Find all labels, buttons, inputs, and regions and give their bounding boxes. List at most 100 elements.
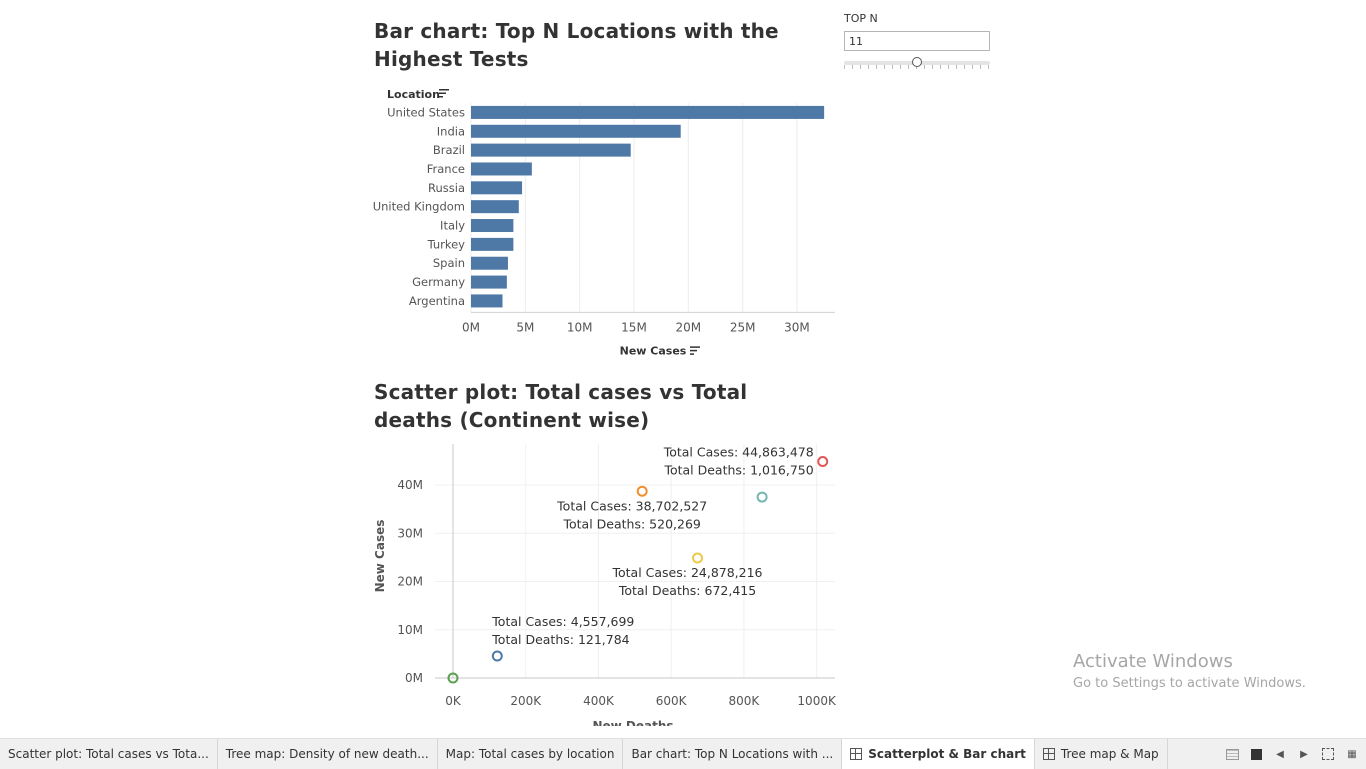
scatter-plot-title: Scatter plot: Total cases vs Total death… [374, 380, 748, 432]
tab-label: Tree map: Density of new death... [225, 747, 429, 761]
tab-scatter-plot[interactable]: Scatter plot: Total cases vs Tota... [0, 739, 218, 769]
scatter-point-label: Total Deaths: 121,784 [491, 632, 629, 647]
bar-x-tick-label: 0M [462, 320, 480, 334]
scatter-y-tick-label: 20M [397, 575, 423, 589]
scatter-x-tick-label: 1000K [797, 694, 837, 708]
scatter-plot: 0M 10M 20M 30M 40M 0K 200K 400K 600K 800K 1000K New… [373, 444, 837, 726]
tab-tree-map[interactable]: Tree map: Density of new death... [218, 739, 438, 769]
tab-bar-chart[interactable]: Bar chart: Top N Locations with ... [623, 739, 843, 769]
dashboard-icon [1042, 748, 1055, 760]
scatter-point [447, 672, 459, 684]
bar-category-label: India [437, 124, 465, 138]
sort-icon [439, 89, 449, 98]
sheet-tab-bar: Scatter plot: Total cases vs Tota... Tre… [0, 738, 1366, 769]
watermark-title: Activate Windows [1073, 651, 1233, 672]
bar [471, 200, 519, 214]
scatter-point [692, 552, 704, 564]
scatter-point-label: Total Deaths: 672,415 [618, 583, 756, 598]
bar-x-tick-label: 30M [784, 320, 810, 334]
bar-category-label: Germany [412, 275, 465, 289]
bar-category-label: Turkey [427, 237, 466, 251]
bar [471, 162, 532, 176]
activate-windows-watermark: Activate Windows Go to Settings to activ… [1073, 651, 1306, 691]
scatter-y-tick-label: 0M [405, 671, 423, 685]
sort-icon-line [690, 349, 697, 352]
scatter-x-tick-label: 200K [510, 694, 542, 708]
sort-icon-line [439, 89, 449, 91]
scatter-y-tick-label: 40M [397, 478, 423, 492]
bar [471, 124, 681, 138]
tab-label: Scatterplot & Bar chart [868, 747, 1026, 761]
sort-icon-line [690, 353, 694, 355]
bar [471, 143, 631, 157]
bar [471, 181, 523, 195]
bar-category-label: Italy [440, 219, 465, 233]
scatter-point-label: Total Deaths: 1,016,750 [663, 463, 813, 478]
scatter-x-tick-label: 800K [729, 694, 761, 708]
scatter-point-label: Total Deaths: 520,269 [563, 516, 701, 531]
tab-map[interactable]: Map: Total cases by location [438, 739, 624, 769]
sort-icon [690, 346, 700, 355]
bar-x-axis-label: New Cases [620, 344, 687, 357]
bar-x-tick-label: 15M [621, 320, 647, 334]
scatter-point-label: Total Cases: 38,702,527 [556, 498, 707, 513]
tab-label: Map: Total cases by location [445, 747, 615, 761]
bar-chart: Location United States India Brazil France Ru… [373, 88, 835, 357]
scatter-y-axis-label: New Cases [373, 520, 387, 593]
scatter-x-tick-label: 0K [445, 694, 462, 708]
show-filmstrip-icon[interactable] [1226, 748, 1239, 760]
scatter-point-label: Total Cases: 4,557,699 [491, 614, 634, 629]
bar-category-label: Russia [428, 181, 465, 195]
tab-label: Bar chart: Top N Locations with ... [631, 747, 834, 761]
bar [471, 219, 514, 233]
presentation-mode-icon[interactable] [1322, 748, 1334, 760]
bar-category-label: Argentina [409, 294, 465, 308]
tab-scatterplot-bar-chart-dashboard[interactable]: Scatterplot & Bar chart [842, 739, 1035, 769]
show-tabs-icon[interactable] [1251, 748, 1262, 760]
scatter-y-tick-label: 30M [397, 526, 423, 540]
bar-category-label: Spain [433, 256, 465, 270]
scatter-point [817, 456, 829, 468]
scatter-point [636, 485, 648, 497]
dashboard-icon [850, 748, 863, 760]
scatter-x-tick-label: 600K [656, 694, 688, 708]
tab-label: Tree map & Map [1060, 747, 1159, 761]
tab-label: Scatter plot: Total cases vs Tota... [8, 747, 209, 761]
bar [471, 237, 514, 251]
grid-view-icon[interactable]: ▦ [1347, 748, 1357, 760]
scatter-point-label: Total Cases: 44,863,478 [663, 445, 814, 460]
scatter-x-tick-label: 400K [583, 694, 615, 708]
slider-ticks [844, 65, 990, 69]
bar [471, 105, 825, 119]
sort-icon-line [439, 96, 443, 98]
bar-x-tick-label: 10M [567, 320, 593, 334]
next-sheet-icon[interactable]: ▶ [1300, 748, 1308, 760]
bar-category-label: United Kingdom [373, 200, 465, 214]
top-n-slider[interactable] [844, 57, 990, 69]
bar-y-axis-label: Location [387, 88, 440, 101]
scatter-x-axis-label: New Deaths [592, 719, 673, 726]
slider-thumb[interactable] [912, 57, 922, 67]
bar [471, 275, 507, 289]
bar-x-tick-label: 5M [516, 320, 534, 334]
bar [471, 256, 508, 270]
bar-category-label: United States [387, 105, 465, 119]
sort-icon-line [439, 92, 446, 94]
previous-sheet-icon[interactable]: ◀ [1276, 748, 1284, 760]
top-n-input[interactable] [844, 31, 990, 51]
bar-chart-title: Bar chart: Top N Locations with the High… [374, 19, 779, 71]
scatter-y-tick-label: 10M [397, 623, 423, 637]
sort-icon-line [690, 346, 700, 348]
tab-controls: ◀ ▶ ▦ [1226, 739, 1358, 769]
bar [471, 294, 503, 308]
bar-category-label: France [427, 162, 465, 176]
top-n-parameter: TOP N [844, 12, 994, 69]
bar-x-tick-label: 20M [676, 320, 702, 334]
tab-tree-map-map-dashboard[interactable]: Tree map & Map [1035, 739, 1168, 769]
top-n-label: TOP N [844, 12, 878, 25]
scatter-point-label: Total Cases: 24,878,216 [611, 565, 762, 580]
watermark-subtitle: Go to Settings to activate Windows. [1073, 676, 1306, 691]
bar-category-label: Brazil [433, 143, 465, 157]
scatter-point [491, 650, 503, 662]
scatter-point [756, 491, 768, 503]
